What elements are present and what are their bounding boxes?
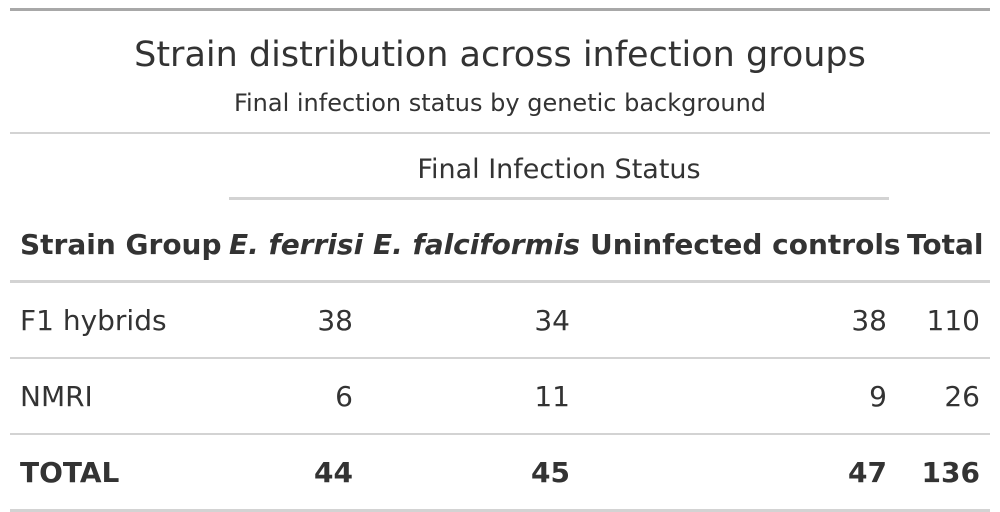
column-header-strain-group: Strain Group <box>10 198 222 283</box>
column-header-row: Strain Group E. ferrisi E. falciformis U… <box>10 198 990 283</box>
data-table: Strain Group E. ferrisi E. falciformis U… <box>10 198 990 512</box>
column-spanner-rule <box>229 197 889 200</box>
cell-uninfected: 38 <box>580 281 897 359</box>
top-rule <box>10 8 990 11</box>
cell-total: 110 <box>897 281 990 359</box>
cell-e-falciformis: 34 <box>363 281 580 359</box>
column-header-e-falciformis: E. falciformis <box>363 198 580 283</box>
column-spanner-row: Final Infection Status <box>10 134 990 200</box>
total-e-ferrisi: 44 <box>219 434 363 512</box>
table-subtitle: Final infection status by genetic backgr… <box>233 89 767 117</box>
cell-uninfected: 9 <box>580 358 897 435</box>
cell-strain-group: NMRI <box>10 358 219 435</box>
totals-row: TOTAL 44 45 47 136 <box>10 434 990 512</box>
totals-label: TOTAL <box>10 434 219 512</box>
column-header-total: Total <box>897 198 990 283</box>
column-header-e-ferrisi: E. ferrisi <box>219 198 363 283</box>
table-row: NMRI 6 11 9 26 <box>10 358 990 435</box>
heading-rule <box>10 132 990 134</box>
cell-e-ferrisi: 6 <box>219 358 363 435</box>
summary-table: Strain distribution across infection gro… <box>10 8 990 512</box>
column-header-uninfected: Uninfected controls <box>580 198 901 283</box>
cell-e-falciformis: 11 <box>363 358 580 435</box>
column-spanner-label: Final Infection Status <box>417 154 701 185</box>
table-title: Strain distribution across infection gro… <box>134 35 866 75</box>
cell-strain-group: F1 hybrids <box>10 281 219 359</box>
cell-total: 26 <box>897 358 990 435</box>
cell-e-ferrisi: 38 <box>219 281 363 359</box>
total-e-falciformis: 45 <box>363 434 580 512</box>
table-row: F1 hybrids 38 34 38 110 <box>10 281 990 359</box>
grand-total: 136 <box>897 434 990 512</box>
total-uninfected: 47 <box>580 434 897 512</box>
